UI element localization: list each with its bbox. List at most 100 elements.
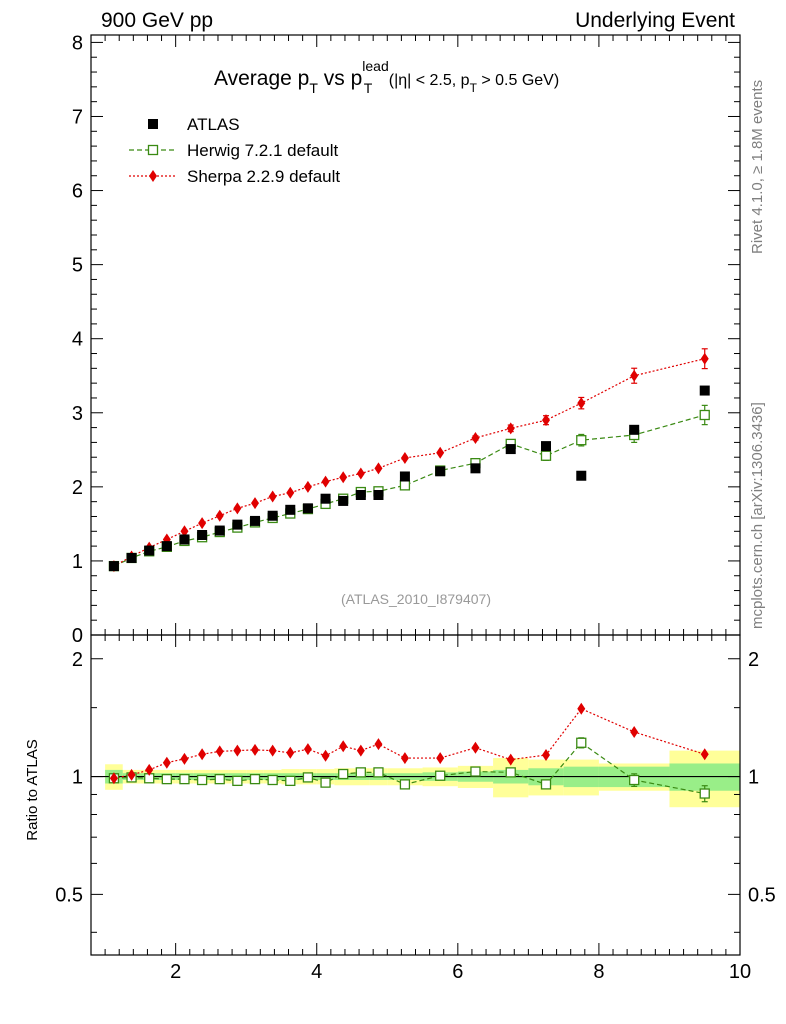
legend-label-atlas: ATLAS (187, 115, 240, 134)
ratio-sherpa-point (577, 702, 586, 715)
atlas-point (629, 424, 640, 435)
atlas-point (197, 530, 208, 540)
ratio-sherpa-point (162, 756, 171, 769)
atlas-point (505, 444, 516, 455)
ratio-sherpa-point (233, 744, 242, 757)
title-cuts: (|η| < 2.5, p (384, 72, 469, 89)
atlas-point (108, 561, 119, 572)
ratio-y-tick-label-right: 2 (748, 649, 759, 671)
atlas-point (576, 470, 587, 481)
ratio-sherpa-point (356, 744, 365, 757)
y-tick-label: 0 (72, 625, 83, 647)
y-tick-label: 1 (72, 551, 83, 573)
title-cuts-subscript: T (470, 81, 478, 95)
sherpa-point (233, 502, 242, 515)
ratio-y-tick-label-right: 0.5 (748, 884, 776, 906)
ratio-sherpa-point (436, 752, 445, 765)
ratio-herwig-point (470, 766, 481, 777)
ratio-sherpa-point (268, 744, 277, 757)
ratio-herwig-point (196, 774, 208, 786)
y-tick-label: 6 (72, 181, 83, 203)
title-text: vs p (318, 67, 362, 90)
herwig-point (399, 480, 411, 491)
sherpa-point (374, 462, 383, 475)
atlas-point (470, 463, 481, 474)
ratio-herwig-point (338, 768, 349, 780)
atlas-point (144, 545, 155, 556)
atlas-point (179, 534, 190, 545)
legend-label-herwig: Herwig 7.2.1 default (187, 141, 338, 160)
sherpa-point (180, 525, 189, 538)
sherpa-point (630, 369, 639, 382)
ratio-herwig-point (320, 777, 331, 788)
ratio-herwig-point (355, 767, 366, 778)
atlas-point (338, 495, 349, 506)
header-right: Underlying Event (575, 9, 735, 32)
ratio-y-tick-label: 2 (72, 649, 83, 671)
sherpa-point (356, 467, 365, 480)
herwig-point (540, 450, 552, 461)
y-tick-label: 5 (72, 255, 83, 277)
title-subscript: T (364, 80, 373, 96)
ratio-sherpa-point (321, 749, 330, 762)
ratio-herwig-point (179, 773, 190, 785)
x-tick-label: 10 (729, 961, 751, 983)
ratio-herwig-point (576, 737, 587, 748)
sherpa-point (400, 451, 409, 464)
sherpa-point (268, 490, 277, 503)
chart-title: Average pT vs plead T (|η| < 2.5, pT > 0.… (214, 58, 559, 96)
atlas-point (435, 466, 446, 477)
atlas-point (399, 471, 410, 482)
ratio-herwig-point (435, 770, 446, 781)
ratio-sherpa-point (198, 748, 207, 761)
ratio-y-axis-label: Ratio to ATLAS (24, 739, 41, 840)
atlas-point (214, 525, 225, 536)
atlas-point (267, 510, 278, 521)
atlas-point (302, 503, 313, 514)
atlas-point (250, 515, 261, 526)
herwig-point (576, 435, 587, 446)
ratio-sherpa-point (180, 752, 189, 765)
sherpa-line (113, 358, 705, 567)
sherpa-point (198, 517, 207, 530)
ratio-sherpa-point (251, 743, 260, 756)
ratio-sherpa-point (400, 752, 409, 765)
ratio-y-tick-label: 0.5 (55, 884, 83, 906)
ratio-sherpa-point (374, 738, 383, 751)
title-subscript: T (309, 80, 318, 96)
ratio-herwig-point (285, 775, 296, 787)
header-left: 900 GeV pp (101, 9, 214, 32)
ratio-herwig-point (249, 773, 261, 785)
y-tick-label: 4 (72, 329, 83, 351)
x-tick-label: 4 (311, 961, 322, 983)
ratio-herwig-point (161, 773, 172, 785)
atlas-point (541, 441, 552, 452)
ratio-sherpa-point (109, 772, 118, 785)
legend-atlas-marker (148, 119, 158, 129)
sherpa-point (577, 397, 586, 410)
atlas-point (373, 490, 384, 500)
ratio-sherpa-point (339, 740, 348, 753)
sherpa-point (215, 509, 224, 522)
ratio-sherpa-point (630, 725, 639, 738)
ratio-sherpa-point (506, 753, 515, 766)
legend-herwig-marker (147, 144, 159, 156)
ratio-y-tick-label: 1 (72, 767, 83, 789)
ratio-frame (90, 634, 741, 956)
ratio-sherpa-point (303, 743, 312, 756)
legend-label-sherpa: Sherpa 2.2.9 default (187, 167, 340, 186)
herwig-line (113, 414, 705, 567)
atlas-point (161, 541, 172, 552)
legend-sherpa-marker (149, 170, 157, 182)
ratio-herwig-point (399, 779, 411, 790)
ratio-herwig-point (699, 788, 710, 799)
ratio-sherpa-point (127, 768, 136, 781)
sherpa-point (700, 352, 709, 365)
analysis-id-label: (ATLAS_2010_I879407) (341, 591, 491, 607)
atlas-point (232, 519, 243, 530)
title-text: Average p (214, 67, 309, 90)
ratio-sherpa-point (542, 749, 551, 762)
ratio-herwig-point (629, 774, 640, 786)
sherpa-point (436, 446, 445, 459)
